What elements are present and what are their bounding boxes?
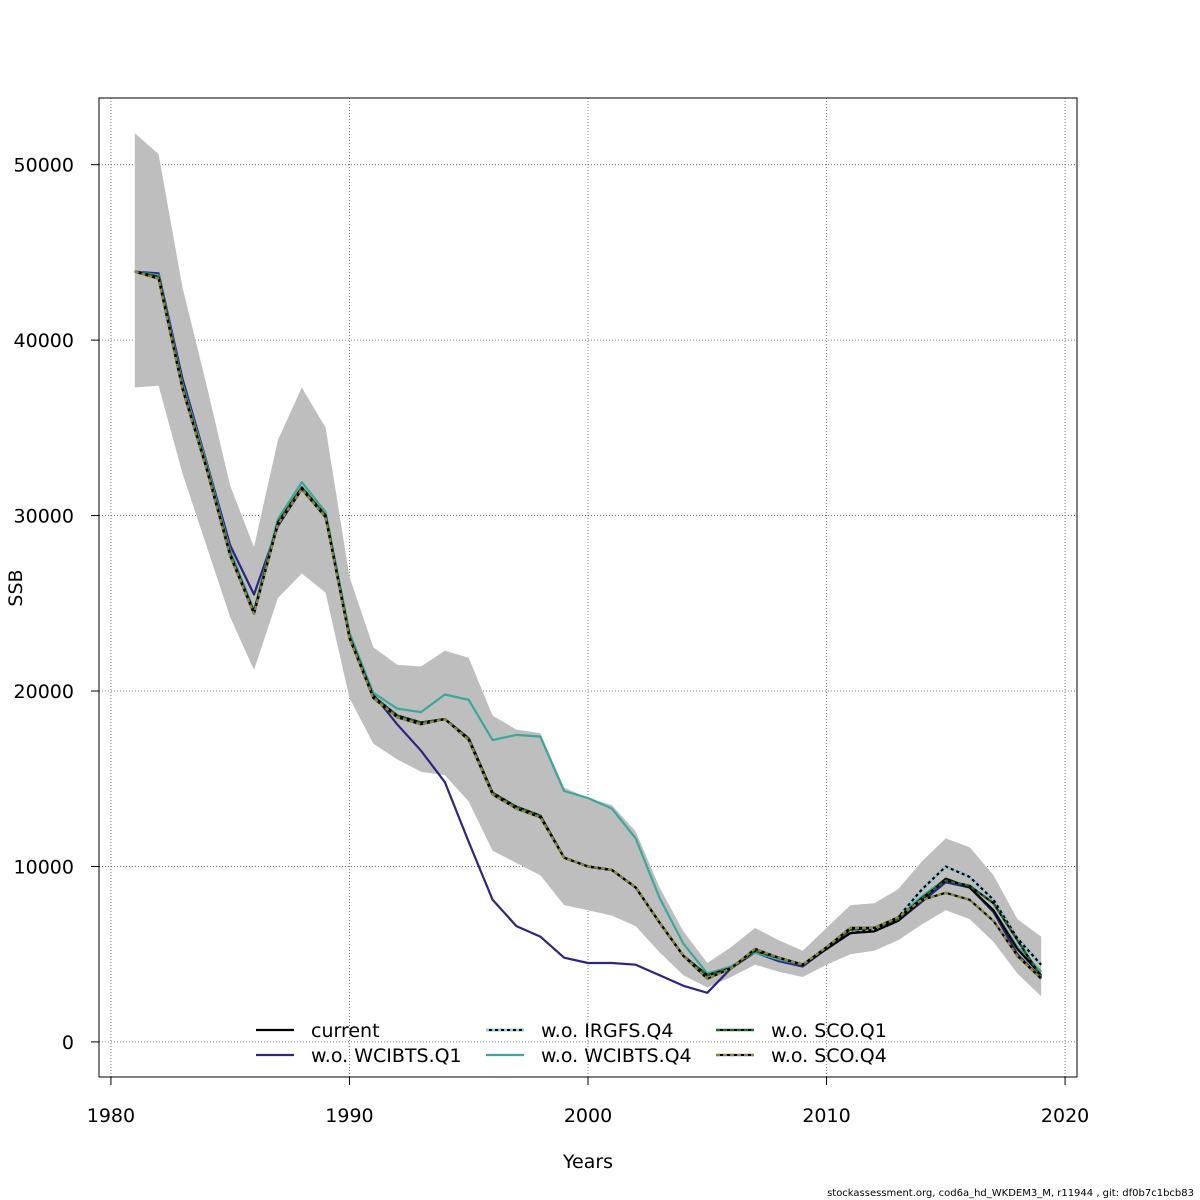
- legend-w-o-wcibts-q4-label: w.o. WCIBTS.Q4: [541, 1045, 692, 1067]
- y-tick-label-30000: 30000: [14, 506, 74, 528]
- y-tick-label-20000: 20000: [14, 681, 74, 703]
- x-tick-label-2020: 2020: [1041, 1105, 1089, 1127]
- x-tick-label-1990: 1990: [325, 1105, 373, 1127]
- y-tick-label-0: 0: [62, 1032, 74, 1054]
- x-axis: 1980 1990 2000 2010 2020: [87, 1076, 1089, 1127]
- x-tick-label-2000: 2000: [564, 1105, 612, 1127]
- legend: current w.o. WCIBTS.Q1 w.o. IRGFS.Q4 w.o. W…: [256, 1020, 887, 1067]
- y-tick-label-50000: 50000: [14, 155, 74, 177]
- legend-w-o-wcibts-q1-label: w.o. WCIBTS.Q1: [311, 1045, 462, 1067]
- confidence-band-area: [134, 133, 1042, 997]
- series-line-w-o-sco-q4: [134, 270, 1042, 980]
- x-tick-label-2010: 2010: [802, 1105, 850, 1127]
- y-axis: 0 10000 20000 30000 40000 50000: [14, 155, 100, 1054]
- legend-w-o-irgfs-q4-label: w.o. IRGFS.Q4: [541, 1020, 673, 1042]
- x-axis-title: Years: [562, 1151, 613, 1173]
- confidence-band: [134, 133, 1042, 997]
- legend-current-label: current: [311, 1020, 380, 1042]
- y-tick-label-40000: 40000: [14, 330, 74, 352]
- y-axis-title: SSB: [5, 569, 27, 606]
- y-tick-label-10000: 10000: [14, 856, 74, 878]
- legend-w-o-sco-q1-label: w.o. SCO.Q1: [771, 1020, 887, 1042]
- footer-credit: stockassessment.org, cod6a_hd_WKDEM3_M, …: [827, 1188, 1194, 1199]
- series-lines: [134, 270, 1043, 994]
- legend-w-o-sco-q4-label: w.o. SCO.Q4: [771, 1045, 887, 1067]
- x-tick-label-1980: 1980: [87, 1105, 135, 1127]
